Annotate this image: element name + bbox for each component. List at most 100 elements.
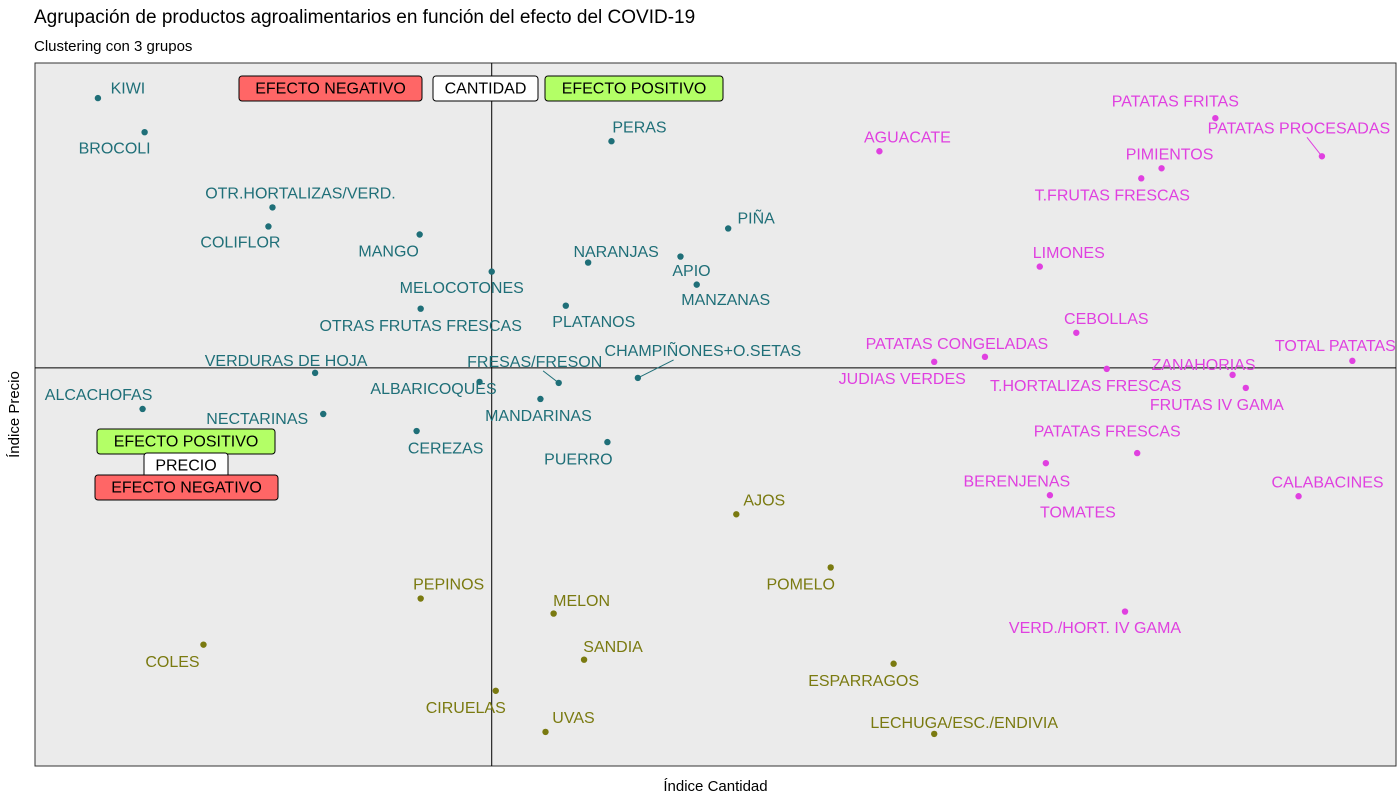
point-patatas-frescas — [1133, 449, 1141, 457]
point-label-total-patatas: TOTAL PATATAS — [1275, 338, 1396, 355]
point-lechuga-esc-endivia — [931, 730, 938, 738]
point-label-kiwi: KIWI — [111, 80, 146, 97]
quadrant-label-efecto-negativo-top-box — [238, 75, 423, 102]
quadrant-label-efecto-negativo-left-box — [94, 474, 279, 501]
point-label-patatas-frescas: PATATAS FRESCAS — [1034, 423, 1181, 440]
point-label-calabacines: CALABACINES — [1272, 474, 1384, 491]
point-pomelo — [827, 564, 834, 571]
point-fresas-freson — [555, 379, 562, 387]
point-label-champinones-o-setas: CHAMPIÑONES+O.SETAS — [605, 340, 802, 360]
points-layer — [94, 94, 1356, 738]
point-label-nectarinas: NECTARINAS — [206, 411, 308, 428]
quadrant-label-efecto-negativo-left-text: EFECTO NEGATIVO — [111, 480, 262, 497]
quadrant-label-cantidad-text: CANTIDAD — [445, 81, 527, 98]
point-label-melon: MELON — [553, 593, 610, 610]
point-cerezas — [413, 427, 420, 435]
point-label-coliflor: COLIFLOR — [200, 235, 280, 252]
point-otras-frutas-frescas — [417, 305, 424, 312]
point-labels: KIWI BROCOLI OTR.HORTALIZAS/VERD. COLIFLOR M… — [45, 80, 1396, 732]
point-champinones-o-setas — [634, 374, 642, 382]
point-label-pepinos: PEPINOS — [413, 577, 484, 594]
point-aguacate — [876, 148, 883, 155]
point-patatas-fritas — [1212, 114, 1219, 122]
point-label-platanos: PLATANOS — [552, 314, 635, 331]
quadrant-label-efecto-negativo-top-text: EFECTO NEGATIVO — [255, 81, 406, 98]
point-label-pomelo: POMELO — [766, 577, 834, 594]
point-kiwi — [94, 94, 102, 102]
point-label-cebollas: CEBOLLAS — [1064, 311, 1148, 328]
quadrant-label-efecto-positivo-top: EFECTO POSITIVO — [544, 75, 724, 102]
point-label-puerro: PUERRO — [544, 451, 612, 468]
point-label-patatas-procesadas: PATATAS PROCESADAS — [1208, 120, 1391, 137]
leader-patatas-procesadas — [1306, 136, 1323, 157]
point-alcachofas — [139, 405, 146, 413]
point-t-frutas-frescas — [1138, 175, 1145, 182]
point-label-apio: APIO — [672, 263, 710, 280]
quadrant-label-cantidad-box — [432, 75, 539, 102]
point-nectarinas — [320, 410, 327, 418]
quadrant-label-cantidad: CANTIDAD — [432, 75, 539, 102]
point-calabacines — [1295, 493, 1302, 500]
point-pimientos — [1158, 165, 1165, 172]
point-label-sandia: SANDIA — [583, 639, 643, 656]
quadrant-label-precio: PRECIO — [143, 452, 229, 479]
point-frutas-iv-gama — [1242, 384, 1249, 392]
quadrant-label-efecto-positivo-left: EFECTO POSITIVO — [96, 428, 276, 455]
point-ajos — [733, 511, 740, 518]
point-melon — [550, 610, 557, 617]
point-label-fresas-freson: FRESAS/FRESON — [467, 354, 602, 371]
point-label-coles: COLES — [145, 654, 199, 671]
quadrant-label-precio-text: PRECIO — [155, 458, 216, 475]
quadrant-label-efecto-negativo-left: EFECTO NEGATIVO — [94, 474, 279, 501]
point-label-patatas-congeladas: PATATAS CONGELADAS — [866, 336, 1049, 353]
quadrant-label-efecto-positivo-left-text: EFECTO POSITIVO — [114, 434, 259, 451]
point-label-mango: MANGO — [358, 244, 418, 261]
y-axis-label: Índice Precio — [6, 371, 23, 458]
point-otr-hortalizas-verd — [269, 204, 276, 211]
point-zanahorias — [1229, 371, 1236, 379]
point-platanos — [562, 302, 570, 309]
point-label-judias-verdes: JUDIAS VERDES — [839, 371, 966, 388]
point-berenjenas — [1042, 459, 1050, 467]
quadrant-label-efecto-positivo-top-box — [544, 75, 724, 102]
point-limones — [1036, 263, 1043, 270]
point-label-otras-frutas-frescas: OTRAS FRUTAS FRESCAS — [319, 318, 521, 335]
point-cebollas — [1073, 329, 1080, 336]
point-label-ajos: AJOS — [743, 493, 785, 510]
point-coliflor — [265, 223, 272, 230]
point-melocotones — [488, 268, 495, 275]
point-label-melocotones: MELOCOTONES — [400, 280, 524, 297]
point-albaricoques — [476, 378, 483, 386]
leader-lines — [542, 136, 1323, 384]
point-label-esparragos: ESPARRAGOS — [808, 673, 919, 690]
point-pina — [724, 225, 732, 232]
plot-panel — [34, 62, 1397, 767]
point-label-tomates: TOMATES — [1040, 504, 1116, 521]
point-tomates — [1046, 492, 1054, 499]
quadrant-labels: EFECTO NEGATIVO CANTIDAD EFECTO POSITIVO EF… — [94, 75, 724, 501]
point-label-peras: PERAS — [612, 119, 666, 136]
point-pepinos — [417, 595, 424, 602]
point-label-frutas-iv-gama: FRUTAS IV GAMA — [1150, 397, 1284, 414]
point-label-patatas-fritas: PATATAS FRITAS — [1112, 93, 1239, 110]
quadrant-label-efecto-positivo-top-text: EFECTO POSITIVO — [562, 81, 707, 98]
point-peras — [608, 138, 615, 145]
point-mango — [416, 231, 423, 238]
chart-title: Agrupación de productos agroalimentarios… — [34, 7, 696, 28]
point-manzanas — [693, 281, 700, 288]
point-label-zanahorias: ZANAHORIAS — [1152, 357, 1256, 374]
point-label-albaricoques: ALBARICOQUES — [370, 381, 496, 398]
point-label-uvas: UVAS — [552, 710, 594, 727]
quadrant-label-efecto-negativo-top: EFECTO NEGATIVO — [238, 75, 423, 102]
point-verd-hort-iv-gama — [1121, 608, 1129, 615]
point-uvas — [542, 728, 549, 736]
point-coles — [200, 641, 207, 648]
chart-subtitle: Clustering con 3 grupos — [34, 38, 193, 55]
point-label-t-hortalizas-frescas: T.HORTALIZAS FRESCAS — [990, 378, 1181, 395]
point-ciruelas — [492, 687, 499, 694]
point-label-otr-hortalizas-verd: OTR.HORTALIZAS/VERD. — [205, 186, 396, 203]
point-label-verd-hort-iv-gama: VERD./HORT. IV GAMA — [1009, 620, 1182, 637]
x-axis-label: Índice Cantidad — [663, 778, 767, 795]
point-label-berenjenas: BERENJENAS — [964, 473, 1071, 490]
